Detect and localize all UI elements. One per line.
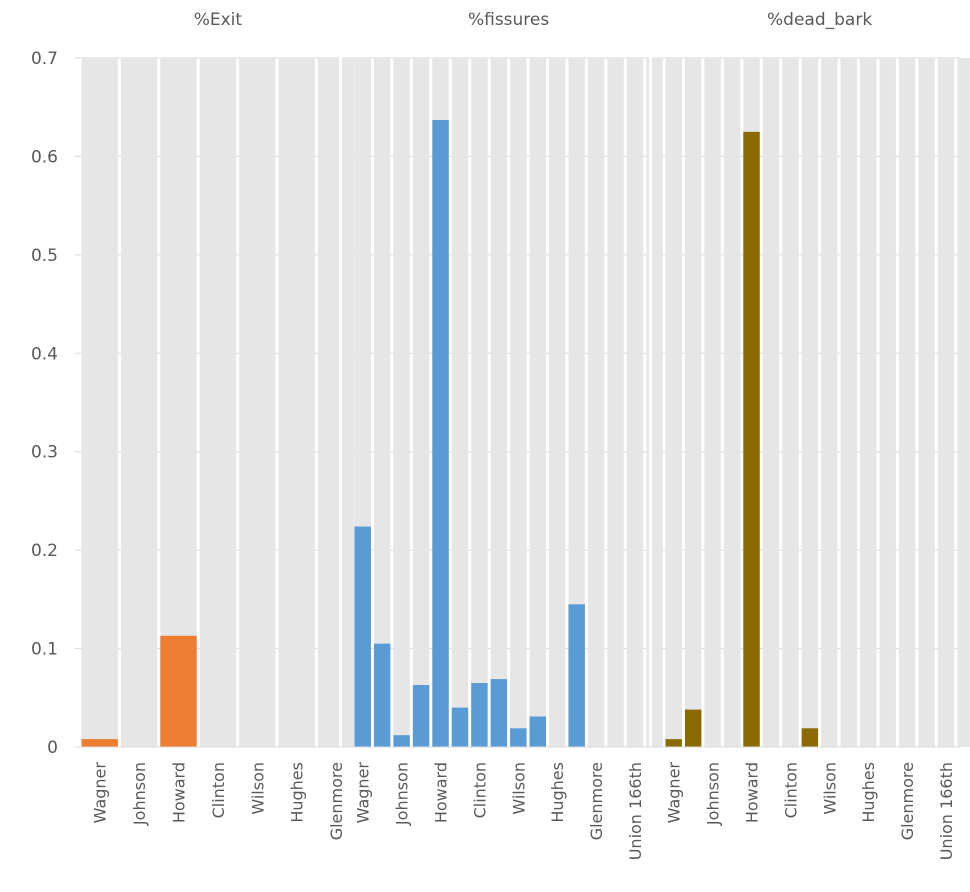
background-slot [801, 58, 819, 747]
background-slot [471, 58, 488, 747]
bar [529, 716, 546, 747]
x-tick-label: Johnson [393, 762, 412, 826]
y-tick-label: 0.5 [31, 246, 58, 266]
panel-divider [649, 56, 652, 749]
y-tick-label: 0.2 [31, 541, 58, 561]
background-slot [918, 58, 935, 747]
y-tick-label: 0 [47, 738, 58, 758]
background-slot [723, 58, 741, 747]
background-slot [684, 58, 702, 747]
bar [801, 728, 819, 747]
x-tick-label: Wilson [820, 762, 839, 815]
x-tick-label: Howard [743, 762, 762, 823]
background-slot [549, 58, 566, 747]
bar [471, 683, 488, 747]
y-axis: 0 0.1 0.2 0.3 0.4 0.5 0.6 0.7 [31, 49, 58, 758]
background-slot [860, 58, 877, 747]
background-slot [840, 58, 857, 747]
y-tick-label: 0.3 [31, 443, 58, 463]
background-slot [529, 58, 546, 747]
background-slot [704, 58, 721, 747]
background-slot [937, 58, 955, 747]
bar [568, 604, 585, 747]
background-slot [239, 58, 276, 747]
background-slot [568, 58, 585, 747]
x-tick-label: Clinton [470, 762, 489, 818]
x-tick-label: Clinton [781, 762, 800, 818]
bar [393, 735, 410, 747]
background-slot [957, 58, 970, 747]
x-tick-label: Hughes [548, 762, 567, 823]
x-tick-label: Glenmore [898, 762, 917, 840]
background-slot [510, 58, 527, 747]
panel-divider [339, 56, 342, 749]
x-tick-label: Glenmore [327, 762, 346, 840]
background-slot [607, 58, 624, 747]
background-slot [898, 58, 916, 747]
x-tick-label: Hughes [859, 762, 878, 823]
background-slot [879, 58, 896, 747]
bar [354, 526, 371, 747]
background-slot [665, 58, 682, 747]
x-tick-label: Howard [432, 762, 451, 823]
background-slot [762, 58, 780, 747]
panel-3: %dead_bark Wagner Johnson Howard Clinton Wils… [665, 10, 970, 860]
y-tick-label: 0.1 [31, 640, 58, 660]
bar [510, 728, 527, 747]
background-slot [317, 58, 355, 747]
x-tick-label: Clinton [209, 762, 228, 818]
x-tick-label: Wagner [91, 762, 110, 824]
bar [451, 707, 469, 747]
x-tick-label: Johnson [130, 762, 149, 826]
bar [412, 684, 430, 747]
background-slot [646, 58, 663, 747]
y-tick-label: 0.6 [31, 147, 58, 167]
bar [743, 131, 760, 748]
background-slot [278, 58, 315, 747]
y-tick-label: 0.4 [31, 344, 58, 364]
x-tick-label: Johnson [704, 762, 723, 826]
background-slot [451, 58, 469, 747]
panel-title: %Exit [194, 10, 243, 30]
x-tick-label: Glenmore [587, 762, 606, 840]
panel-1: %Exit Wagner Johnson Howard Clinton Wilson Hug… [81, 10, 355, 840]
panel-2: %fissures Wagner Johnson Howard Clinton Wilso… [354, 10, 663, 860]
bar [160, 635, 197, 747]
background-slot [587, 58, 605, 747]
x-tick-label: Union 166th [626, 762, 645, 860]
background-slot [626, 58, 644, 747]
x-tick-label: Wagner [354, 762, 373, 824]
background-slot [81, 58, 118, 747]
x-tick-label: Wilson [248, 762, 267, 815]
x-tick-label: Howard [170, 762, 189, 823]
background-slot [120, 58, 158, 747]
panel-title: %dead_bark [767, 10, 872, 30]
x-tick-label: Wilson [509, 762, 528, 815]
bar [684, 709, 702, 747]
background-slot [373, 58, 391, 747]
background-slot [160, 58, 197, 747]
x-tick-label: Union 166th [937, 762, 956, 860]
background-slot [821, 58, 838, 747]
bar [81, 739, 118, 747]
x-tick-label: Wagner [665, 762, 684, 824]
background-slot [412, 58, 430, 747]
background-slot [782, 58, 799, 747]
panel-title: %fissures [468, 10, 549, 30]
background-slot [393, 58, 410, 747]
background-slot [490, 58, 508, 747]
bar [665, 739, 682, 747]
bar [432, 120, 449, 747]
x-tick-label: Hughes [288, 762, 307, 823]
y-tick-label: 0.7 [31, 49, 58, 69]
bar [490, 679, 508, 747]
background-slot [199, 58, 237, 747]
bar [373, 643, 391, 747]
